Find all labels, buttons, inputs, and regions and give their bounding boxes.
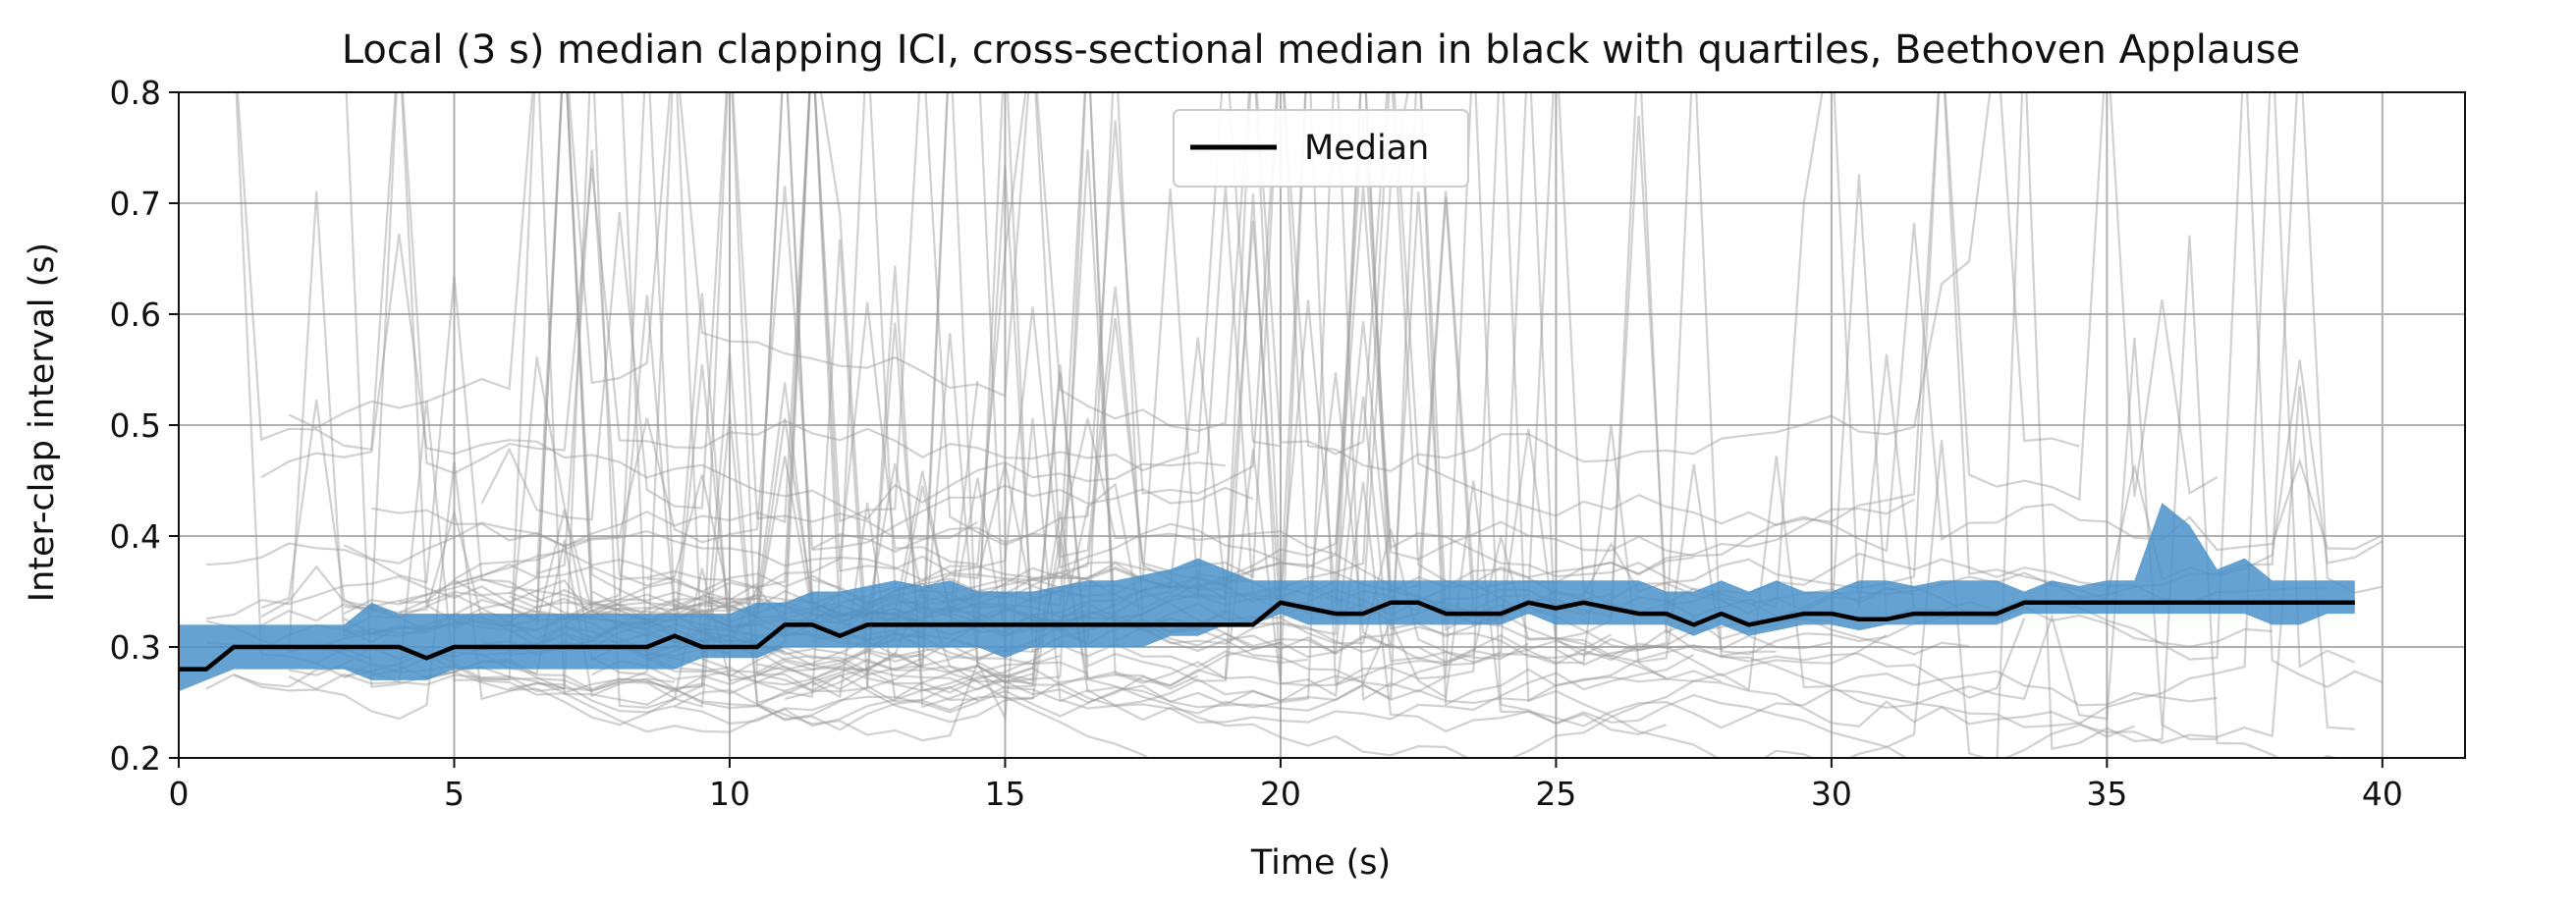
x-tick-label: 25 xyxy=(1535,775,1576,813)
individual-trace xyxy=(260,234,1226,520)
median-layer xyxy=(179,600,2355,672)
y-tick-label: 0.4 xyxy=(110,517,161,556)
individual-trace xyxy=(236,92,1282,475)
x-tick-label: 30 xyxy=(1811,775,1852,813)
legend-box xyxy=(1173,109,1469,188)
quartile-layer xyxy=(179,503,2355,692)
individual-trace xyxy=(536,149,732,603)
y-tick-label: 0.2 xyxy=(110,739,161,778)
x-tick-label: 15 xyxy=(984,775,1025,813)
individual-trace xyxy=(454,550,676,586)
individual-trace xyxy=(621,92,1777,692)
individual-trace xyxy=(646,642,1309,694)
x-tick-label: 10 xyxy=(709,775,750,813)
chart-title: Local (3 s) median clapping ICI, cross-s… xyxy=(342,27,2300,73)
individual-trace xyxy=(674,92,1833,726)
individual-trace xyxy=(288,92,2219,526)
y-tick-label: 0.8 xyxy=(110,74,161,112)
y-tick-label: 0.7 xyxy=(110,185,161,223)
x-tick-label: 0 xyxy=(169,775,190,813)
median-line xyxy=(179,600,2355,672)
y-tick-label: 0.3 xyxy=(110,628,161,667)
individual-trace xyxy=(205,92,731,721)
individual-trace xyxy=(756,92,2339,758)
y-axis-label: Inter-clap interval (s) xyxy=(23,242,62,602)
y-tick-label: 0.5 xyxy=(110,406,161,445)
individual-trace xyxy=(343,92,1282,615)
individual-trace xyxy=(535,92,2026,699)
individual-trace xyxy=(288,239,2218,712)
individual-trace xyxy=(289,92,1888,707)
y-tick-label: 0.6 xyxy=(110,296,161,334)
individual-trace xyxy=(480,92,978,540)
x-tick-label: 20 xyxy=(1260,775,1301,813)
individual-trace xyxy=(646,679,1151,758)
individual-trace xyxy=(425,92,1199,710)
individual-trace xyxy=(509,92,2355,758)
individual-trace xyxy=(784,654,1033,700)
individual-trace xyxy=(756,322,978,702)
individual-trace xyxy=(233,265,1723,722)
x-ticks: 0 5 10 15 20 25 30 35 40 xyxy=(169,758,2403,813)
x-axis-label: Time (s) xyxy=(1250,843,1391,883)
individual-trace xyxy=(591,92,2135,738)
individual-trace xyxy=(811,484,1254,551)
x-tick-label: 35 xyxy=(2086,775,2127,813)
individual-trace xyxy=(646,185,2384,652)
individual-trace xyxy=(344,92,1915,615)
individual-trace xyxy=(343,92,2356,758)
legend: Median xyxy=(1173,109,1469,188)
individual-trace xyxy=(591,92,1667,736)
individual-trace xyxy=(288,92,1034,694)
x-tick-label: 5 xyxy=(444,775,465,813)
individual-trace xyxy=(345,92,566,691)
individual-trace xyxy=(371,92,2080,554)
x-tick-label: 40 xyxy=(2362,775,2403,813)
individual-trace xyxy=(205,275,923,667)
y-ticks: 0.2 0.3 0.4 0.5 0.6 0.7 0.8 xyxy=(110,74,179,778)
individual-trace xyxy=(205,190,427,652)
quartile-band xyxy=(179,503,2355,692)
legend-median-label: Median xyxy=(1304,129,1429,168)
individual-trace xyxy=(756,641,1282,704)
